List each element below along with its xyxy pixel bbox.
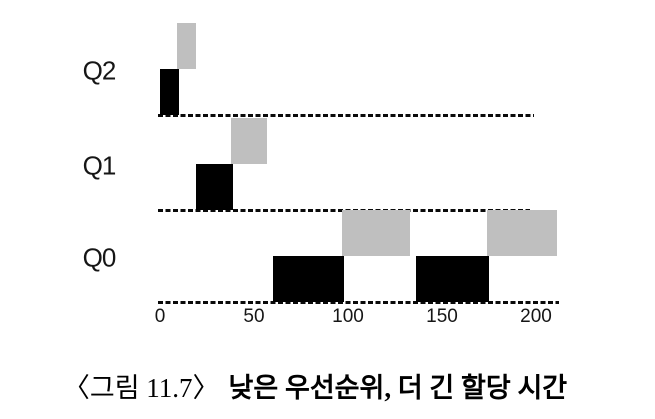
segment-q1-black-job [195, 164, 234, 210]
x-axis-tick-label: 0 [154, 306, 166, 327]
x-axis-tick-label: 200 [520, 306, 552, 327]
segment-q2-gray-job [176, 23, 196, 69]
x-axis-tick-label: 100 [332, 306, 364, 327]
segment-q0-black-job [272, 256, 345, 302]
segment-q0-gray-job [487, 210, 557, 256]
queue-baseline-q2 [158, 114, 535, 117]
figure-caption-number: 〈그림 11.7〉 [62, 373, 220, 403]
segment-q2-black-job [160, 69, 179, 115]
segment-q0-black-job [415, 256, 489, 302]
queue-label-q0: Q0 [82, 242, 117, 273]
queue-label-q2: Q2 [82, 55, 117, 86]
x-axis-tick-label: 150 [426, 306, 458, 327]
x-axis-tick-label: 50 [243, 306, 265, 327]
queue-baseline-q0 [158, 301, 559, 304]
segment-q1-gray-job [231, 118, 268, 164]
figure-caption: 〈그림 11.7〉 낮은 우선순위, 더 긴 할당 시간 [0, 366, 630, 405]
queue-label-q1: Q1 [82, 150, 117, 181]
figure-caption-title: 낮은 우선순위, 더 긴 할당 시간 [228, 373, 568, 403]
segment-q0-gray-job [342, 210, 411, 256]
